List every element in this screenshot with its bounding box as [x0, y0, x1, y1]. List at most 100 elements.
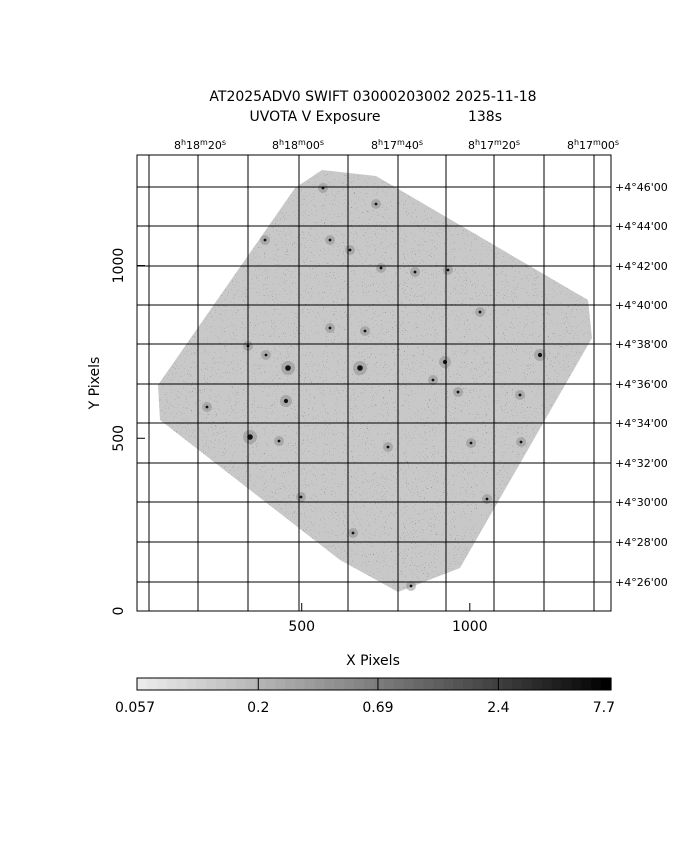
star [537, 352, 543, 358]
colorbar-swatch [364, 678, 375, 690]
colorbar-swatch [443, 678, 454, 690]
ra-tick-label: 8h17m00s [567, 138, 619, 152]
colorbar-swatch [571, 678, 582, 690]
star [456, 390, 460, 394]
colorbar-swatch [156, 678, 168, 690]
x-axis-label: X Pixels [346, 653, 400, 669]
dec-tick-label: +4°26'00 [615, 576, 668, 589]
y-axis-label: Y Pixels [87, 357, 103, 411]
colorbar-swatch [334, 678, 345, 690]
colorbar-swatch [245, 678, 257, 690]
colorbar-swatch [225, 678, 237, 690]
colorbar-swatch [492, 678, 503, 690]
colorbar-swatch [255, 678, 266, 690]
colorbar-swatch [275, 678, 286, 690]
colorbar-swatch [413, 678, 424, 690]
star [264, 353, 268, 357]
star [478, 310, 482, 314]
colorbar-swatch [393, 678, 405, 690]
y-tick-label: 1000 [111, 248, 127, 284]
colorbar-swatch [472, 678, 484, 690]
colorbar-tick-label: 2.4 [487, 700, 509, 716]
colorbar-swatch [561, 678, 573, 690]
colorbar-swatch [196, 678, 207, 690]
stars-layer [202, 183, 546, 591]
star [518, 393, 522, 397]
colorbar-tick-label: 0.057 [115, 700, 155, 716]
colorbar-swatch [403, 678, 415, 690]
colorbar-swatch [383, 678, 395, 690]
colorbar-swatch [285, 678, 296, 690]
colorbar-swatch [591, 678, 602, 690]
dec-tick-label: +4°32'00 [615, 457, 668, 470]
dec-tick-label: +4°44'00 [615, 220, 668, 233]
star [205, 405, 209, 409]
star [485, 497, 489, 501]
x-tick-label: 1000 [452, 619, 488, 635]
ra-tick-label: 8h18m00s [272, 138, 324, 152]
colorbar-swatch [235, 678, 247, 690]
star [379, 266, 383, 270]
colorbar-swatch [295, 678, 306, 690]
colorbar: 0.057 0.2 0.69 2.4 7.7 [115, 677, 615, 716]
star [431, 378, 435, 382]
star [328, 326, 332, 330]
colorbar-swatch [344, 678, 355, 690]
colorbar-swatch [423, 678, 434, 690]
dec-tick-label: +4°34'00 [615, 417, 668, 430]
star [469, 441, 473, 445]
colorbar-swatch [551, 678, 563, 690]
colorbar-swatch [146, 678, 158, 690]
dec-tick-label: +4°28'00 [615, 536, 668, 549]
colorbar-swatch [176, 678, 187, 690]
colorbar-frame [136, 677, 612, 691]
star [519, 440, 523, 444]
colorbar-swatch [532, 678, 543, 690]
colorbar-swatch [482, 678, 494, 690]
star [374, 202, 378, 206]
colorbar-swatch [166, 678, 178, 690]
colorbar-swatch [522, 678, 533, 690]
star [446, 268, 450, 272]
star [357, 365, 363, 371]
plot-subtitle-left: UVOTA V Exposure [250, 109, 381, 125]
colorbar-swatch [601, 678, 612, 690]
colorbar-tick-label: 0.69 [362, 700, 393, 716]
star [285, 365, 291, 371]
star [413, 270, 417, 274]
dec-tick-label: +4°46'00 [615, 181, 668, 194]
ra-tick-label: 8h17m40s [371, 138, 423, 152]
star [409, 584, 413, 588]
colorbar-swatch [324, 678, 336, 690]
star [351, 531, 355, 535]
ra-tick-label: 8h17m20s [468, 138, 520, 152]
x-tick-label: 500 [288, 619, 315, 635]
star [283, 398, 289, 404]
dec-tick-label: +4°38'00 [615, 338, 668, 351]
colorbar-swatch [502, 678, 513, 690]
colorbar-swatch [216, 678, 227, 690]
dec-tick-label: +4°40'00 [615, 299, 668, 312]
dec-tick-label: +4°30'00 [615, 496, 668, 509]
plot-title: AT2025ADV0 SWIFT 03000203002 2025-11-18 [209, 89, 536, 105]
colorbar-swatch [354, 678, 365, 690]
colorbar-swatch [206, 678, 217, 690]
plot-subtitle-right: 138s [468, 109, 502, 125]
star [299, 495, 303, 499]
colorbar-tick-label: 0.2 [247, 700, 269, 716]
colorbar-swatch [186, 678, 197, 690]
colorbar-swatch [314, 678, 326, 690]
colorbar-swatch [433, 678, 444, 690]
colorbar-swatch [137, 678, 148, 690]
star [363, 329, 367, 333]
star [247, 434, 253, 440]
dec-tick-label: +4°42'00 [615, 260, 668, 273]
star [386, 445, 390, 449]
star [277, 439, 281, 443]
colorbar-tick-label: 7.7 [593, 700, 615, 716]
coordinate-grid [137, 155, 611, 611]
dec-tick-label: +4°36'00 [615, 378, 668, 391]
axes-layer: 500 1000 0 500 1000 8h18m20s 8h18m00s 8h17m40s 8… [111, 138, 668, 635]
y-tick-label: 0 [111, 607, 127, 616]
